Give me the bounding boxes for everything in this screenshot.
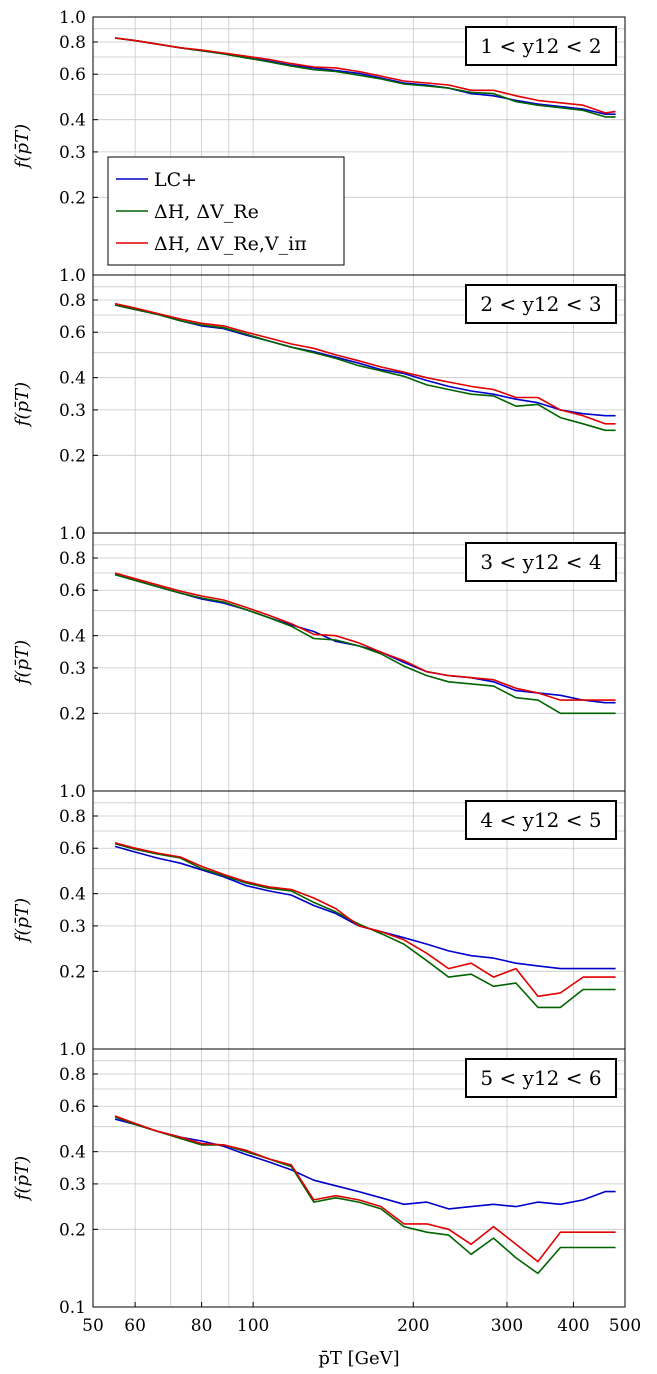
panel-label: 1 < y12 < 2: [480, 34, 601, 58]
y-tick-label: 0.4: [59, 885, 86, 905]
y-tick-label: 1.0: [59, 524, 86, 544]
y-tick-label: 0.8: [59, 549, 86, 569]
y-axis-label: f(p̄T): [12, 898, 33, 944]
y-tick-label: 0.6: [59, 1097, 86, 1117]
y-tick-label: 1.0: [59, 8, 86, 28]
y-axis-label: f(p̄T): [12, 124, 33, 170]
y-tick-label: 0.4: [59, 627, 86, 647]
y-tick-label: 0.3: [59, 659, 86, 679]
y-tick-label: 0.8: [59, 33, 86, 53]
series-line: [114, 302, 616, 425]
series-group: [114, 302, 616, 432]
series-line: [114, 37, 616, 114]
x-tick-label: 300: [491, 1316, 523, 1336]
panel-label-box: [465, 542, 617, 582]
x-tick-label: 100: [237, 1316, 269, 1336]
series-line: [114, 1116, 616, 1275]
series-line: [114, 1118, 616, 1210]
y-tick-label: 0.3: [59, 1175, 86, 1195]
series-group: [114, 842, 616, 1009]
panel-frame: [92, 1048, 626, 1308]
x-tick-label: 500: [609, 1316, 641, 1336]
x-tick-label: 60: [124, 1316, 146, 1336]
y-tick-label: 0.8: [59, 807, 86, 827]
y-axis-label: f(p̄T): [12, 382, 33, 428]
panel-1: 0.2 0.3 0.4 0.6 0.8 1.0 f(p̄T) 1 < y12 < 2 LC+ ΔH…: [12, 8, 626, 276]
panel-2: 0.2 0.3 0.4 0.6 0.8 1.0 f(p̄T) 2 < y12 < 3: [12, 266, 626, 534]
panel-label: 2 < y12 < 3: [480, 292, 601, 316]
panel-label-box: [465, 284, 617, 324]
series-group: [114, 37, 616, 118]
y-tick-label: 0.2: [59, 188, 86, 208]
x-tick-label: 200: [397, 1316, 429, 1336]
y-tick-label: 1.0: [59, 1040, 86, 1060]
panel-3: 0.2 0.3 0.4 0.6 0.8 1.0 f(p̄T) 3 < y12 < 4: [12, 524, 626, 792]
y-tick-label: 0.2: [59, 1220, 86, 1240]
y-tick-label: 0.4: [59, 111, 86, 131]
legend-label: ΔH, ΔV_Re: [154, 201, 259, 223]
panel-label: 3 < y12 < 4: [480, 550, 601, 574]
y-tick-label: 0.6: [59, 581, 86, 601]
series-line: [114, 845, 616, 970]
y-tick-label: 0.8: [59, 1065, 86, 1085]
panel-label: 5 < y12 < 6: [480, 1066, 601, 1090]
x-tick-label: 80: [191, 1316, 213, 1336]
y-axis-label: f(p̄T): [12, 640, 33, 686]
y-tick-label: 0.6: [59, 65, 86, 85]
y-tick-label: 0.2: [59, 704, 86, 724]
panel-4: 0.2 0.3 0.4 0.6 0.8 1.0 f(p̄T) 4 < y12 < 5: [12, 782, 626, 1050]
series-group: [114, 572, 616, 715]
series-group: [114, 1115, 616, 1275]
x-axis-label: p̄T [GeV]: [318, 1348, 399, 1369]
series-line: [114, 573, 616, 715]
y-tick-label: 0.6: [59, 839, 86, 859]
y-tick-label: 1.0: [59, 782, 86, 802]
x-tick-label: 400: [557, 1316, 589, 1336]
x-tick-label: 50: [82, 1316, 104, 1336]
series-line: [114, 842, 616, 998]
y-tick-label: 0.2: [59, 446, 86, 466]
y-tick-label: 0.3: [59, 401, 86, 421]
y-tick-label: 0.3: [59, 917, 86, 937]
y-tick-label: 0.4: [59, 369, 86, 389]
panel-label-box: [465, 800, 617, 840]
panel-5: 0.1 0.2 0.3 0.4 0.6 0.8 1.0 f(p̄T) 5 < y12 < 6: [12, 1040, 626, 1318]
y-tick-label: 0.6: [59, 323, 86, 343]
series-line: [114, 304, 616, 432]
panel-label-box: [465, 26, 617, 66]
y-axis-label: f(p̄T): [12, 1156, 33, 1202]
series-line: [114, 572, 616, 701]
y-tick-label: 0.8: [59, 291, 86, 311]
y-tick-label: 0.2: [59, 962, 86, 982]
panel-label-box: [465, 1058, 617, 1098]
y-tick-label: 0.3: [59, 143, 86, 163]
y-tick-label: 0.1: [59, 1298, 86, 1318]
y-tick-label: 0.4: [59, 1143, 86, 1163]
legend-label: ΔH, ΔV_Re,V_iπ: [154, 233, 307, 255]
series-line: [114, 1115, 616, 1263]
panel-label: 4 < y12 < 5: [480, 808, 601, 832]
y-tick-label: 1.0: [59, 266, 86, 286]
legend-label: LC+: [154, 169, 197, 191]
